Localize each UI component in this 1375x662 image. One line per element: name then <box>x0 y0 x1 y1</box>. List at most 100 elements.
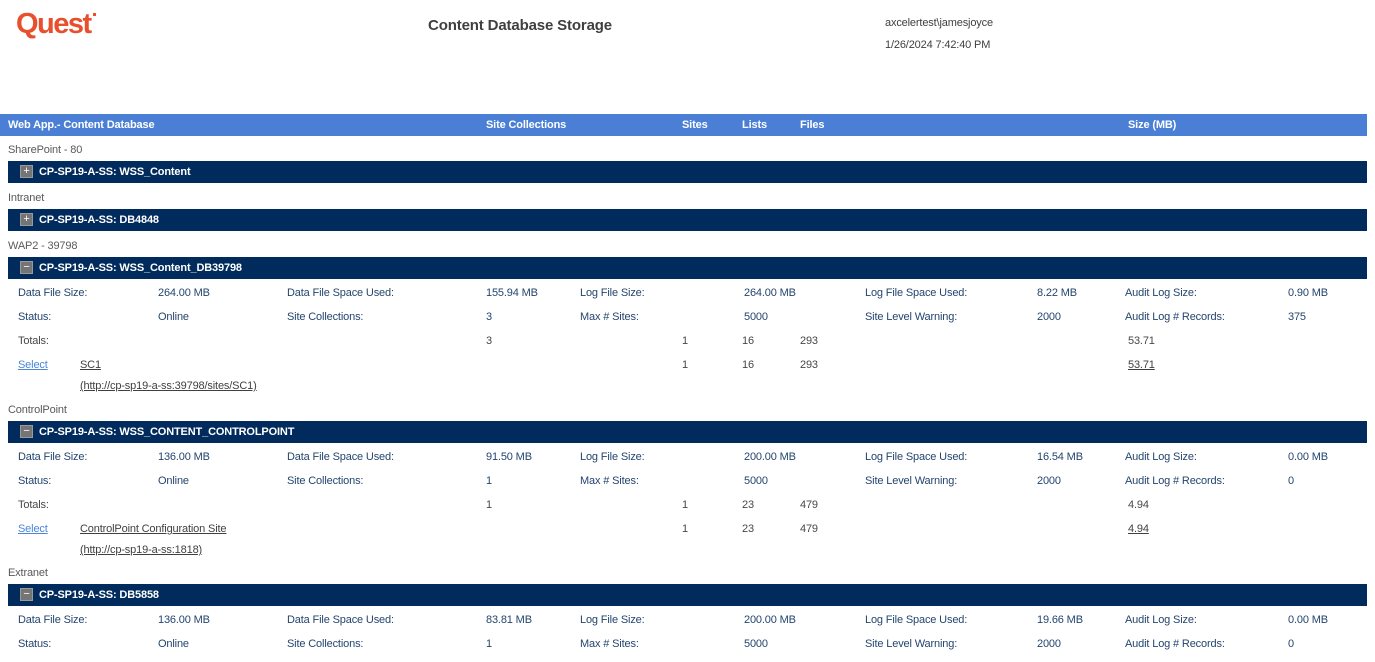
field-label: Status: <box>18 475 52 487</box>
field-label: Site Level Warning: <box>865 638 958 650</box>
field-value: Online <box>158 311 189 323</box>
collapse-toggle-icon[interactable]: − <box>20 588 33 601</box>
field-value: 136.00 MB <box>158 451 210 463</box>
select-link[interactable]: Select <box>18 523 48 535</box>
field-value: 5000 <box>744 475 768 487</box>
field-value: 0 <box>1288 475 1294 487</box>
column-header-sites: Sites <box>682 119 708 131</box>
field-value: 2000 <box>1037 311 1061 323</box>
field-label: Site Level Warning: <box>865 311 958 323</box>
field-value: 5000 <box>744 638 768 650</box>
site-size-link[interactable]: 53.71 <box>1128 359 1155 371</box>
site-sites: 1 <box>682 523 688 535</box>
field-value: 0.90 MB <box>1288 287 1328 299</box>
field-value: 2000 <box>1037 475 1061 487</box>
database-bar-wss-content: + CP-SP19-A-SS: WSS_Content <box>8 161 1367 183</box>
database-detail-row-1: Data File Size: 136.00 MB Data File Spac… <box>0 608 1375 632</box>
web-app-name: Extranet <box>8 567 48 579</box>
collapse-toggle-icon[interactable]: − <box>20 425 33 438</box>
field-label: Audit Log # Records: <box>1125 311 1225 323</box>
totals-sites: 1 <box>682 499 688 511</box>
quest-logo-text: Quest <box>16 8 92 40</box>
site-collection-row: Select ControlPoint Configuration Site 1… <box>0 517 1375 541</box>
expand-toggle-icon[interactable]: + <box>20 165 33 178</box>
column-header-web-app: Web App.- Content Database <box>8 119 155 131</box>
site-collection-row: Select SC1 1 16 293 53.71 <box>0 353 1375 377</box>
database-bar-db4848: + CP-SP19-A-SS: DB4848 <box>8 209 1367 231</box>
database-detail-row-2: Status: Online Site Collections: 1 Max #… <box>0 632 1375 656</box>
field-label: Audit Log Size: <box>1125 287 1197 299</box>
select-link[interactable]: Select <box>18 359 48 371</box>
field-label: Status: <box>18 311 52 323</box>
field-value: 91.50 MB <box>486 451 532 463</box>
table-header-row: Web App.- Content Database Site Collecti… <box>0 114 1367 136</box>
column-header-lists: Lists <box>742 119 767 131</box>
field-value: 0 <box>1288 638 1294 650</box>
database-detail-row-1: Data File Size: 136.00 MB Data File Spac… <box>0 445 1375 469</box>
database-name: CP-SP19-A-SS: WSS_CONTENT_CONTROLPOINT <box>39 426 295 438</box>
totals-size-mb: 4.94 <box>1128 499 1149 511</box>
field-label: Data File Space Used: <box>287 614 394 626</box>
database-detail-row-2: Status: Online Site Collections: 3 Max #… <box>0 305 1375 329</box>
web-app-label-row: ControlPoint <box>0 398 1375 422</box>
field-value: 16.54 MB <box>1037 451 1083 463</box>
totals-size-mb: 53.71 <box>1128 335 1155 347</box>
database-detail-row-1: Data File Size: 264.00 MB Data File Spac… <box>0 281 1375 305</box>
web-app-label-row: SharePoint - 80 <box>0 138 1375 162</box>
field-label: Max # Sites: <box>580 311 639 323</box>
database-bar-db5858: − CP-SP19-A-SS: DB5858 <box>8 584 1367 606</box>
database-bar-wss-content-controlpoint: − CP-SP19-A-SS: WSS_CONTENT_CONTROLPOINT <box>8 421 1367 443</box>
field-label: Data File Space Used: <box>287 451 394 463</box>
field-label: Audit Log # Records: <box>1125 638 1225 650</box>
field-label: Audit Log Size: <box>1125 451 1197 463</box>
field-label: Site Collections: <box>287 638 364 650</box>
totals-sites: 1 <box>682 335 688 347</box>
field-label: Site Collections: <box>287 475 364 487</box>
site-collection-name-link[interactable]: SC1 <box>80 359 101 371</box>
totals-label: Totals: <box>18 335 49 347</box>
field-label: Data File Size: <box>18 287 88 299</box>
web-app-label-row: WAP2 - 39798 <box>0 234 1375 258</box>
report-timestamp: 1/26/2024 7:42:40 PM <box>885 39 991 51</box>
totals-files: 479 <box>800 499 818 511</box>
field-value: 0.00 MB <box>1288 614 1328 626</box>
field-value: 83.81 MB <box>486 614 532 626</box>
totals-site-collections: 1 <box>486 499 492 511</box>
field-value: 2000 <box>1037 638 1061 650</box>
field-value: 1 <box>486 638 492 650</box>
field-label: Audit Log # Records: <box>1125 475 1225 487</box>
field-value: 0.00 MB <box>1288 451 1328 463</box>
field-label: Max # Sites: <box>580 475 639 487</box>
field-value: 1 <box>486 475 492 487</box>
site-files: 479 <box>800 523 818 535</box>
totals-site-collections: 3 <box>486 335 492 347</box>
totals-lists: 16 <box>742 335 754 347</box>
field-label: Log File Size: <box>580 451 645 463</box>
field-label: Max # Sites: <box>580 638 639 650</box>
page-title: Content Database Storage <box>428 17 612 34</box>
database-name: CP-SP19-A-SS: WSS_Content <box>39 166 191 178</box>
web-app-name: SharePoint - 80 <box>8 144 83 156</box>
site-collection-url-link[interactable]: (http://cp-sp19-a-ss:1818) <box>80 544 203 556</box>
field-value: 375 <box>1288 311 1306 323</box>
web-app-name: Intranet <box>8 192 45 204</box>
field-value: 155.94 MB <box>486 287 538 299</box>
field-label: Data File Size: <box>18 614 88 626</box>
field-value: 200.00 MB <box>744 614 796 626</box>
column-header-site-collections: Site Collections <box>486 119 567 131</box>
field-value: 5000 <box>744 311 768 323</box>
report-username: axcelertest\jamesjoyce <box>885 17 993 29</box>
site-size-link[interactable]: 4.94 <box>1128 523 1149 535</box>
database-name: CP-SP19-A-SS: WSS_Content_DB39798 <box>39 262 242 274</box>
collapse-toggle-icon[interactable]: − <box>20 261 33 274</box>
field-value: 136.00 MB <box>158 614 210 626</box>
totals-lists: 23 <box>742 499 754 511</box>
field-label: Data File Space Used: <box>287 287 394 299</box>
expand-toggle-icon[interactable]: + <box>20 213 33 226</box>
site-collection-name-link[interactable]: ControlPoint Configuration Site <box>80 523 227 535</box>
report-meta: axcelertest\jamesjoyce 1/26/2024 7:42:40… <box>885 12 993 56</box>
quest-logo: Quest <box>16 8 96 41</box>
totals-row: Totals: 3 1 16 293 53.71 <box>0 329 1375 353</box>
site-collection-url-link[interactable]: (http://cp-sp19-a-ss:39798/sites/SC1) <box>80 380 257 392</box>
